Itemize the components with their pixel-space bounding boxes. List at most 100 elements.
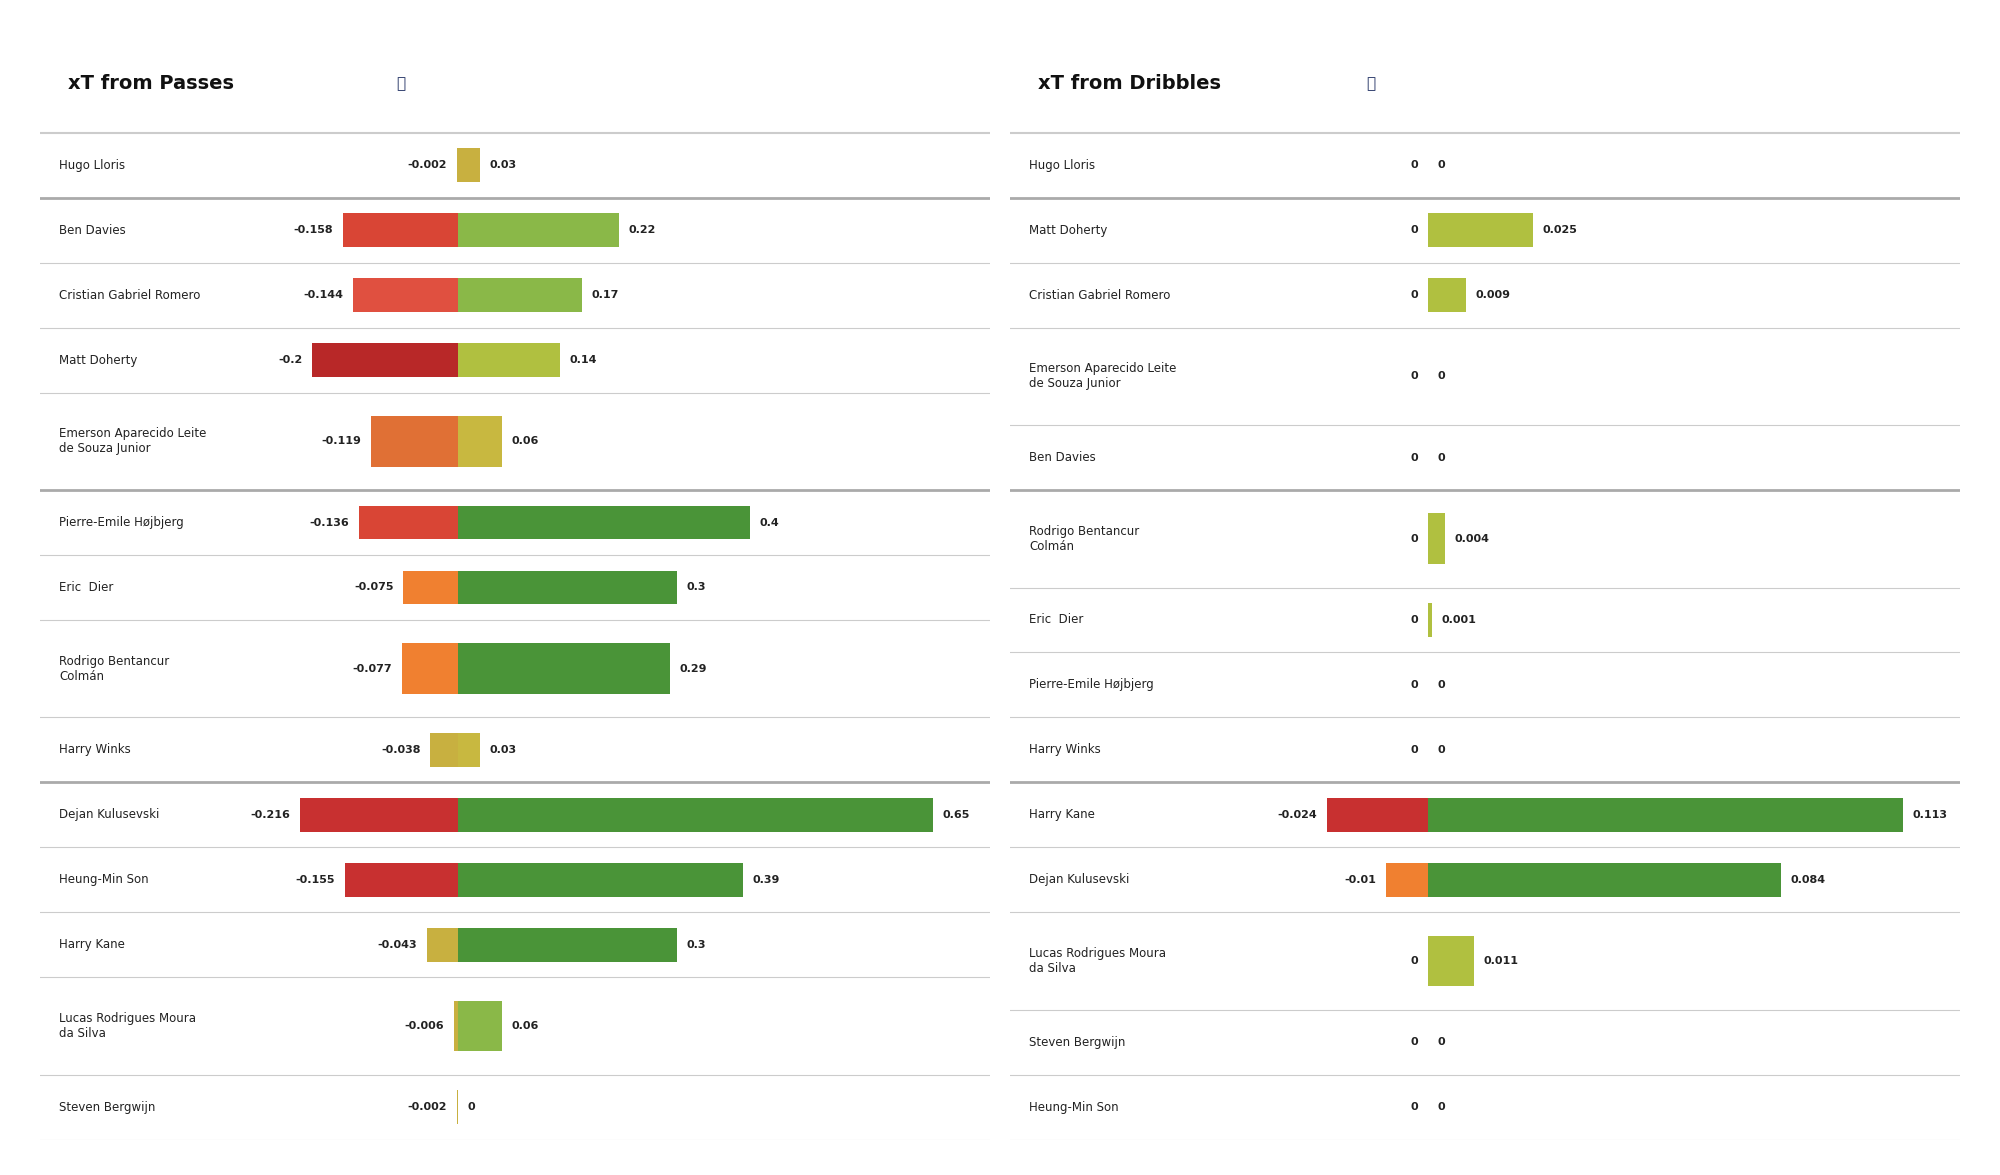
Text: -0.158: -0.158: [294, 226, 334, 235]
Bar: [1428, 935, 1474, 987]
Text: 0: 0: [1438, 680, 1446, 690]
Text: Rodrigo Bentancur
Colmán: Rodrigo Bentancur Colmán: [1028, 525, 1140, 552]
Text: -0.006: -0.006: [404, 1021, 444, 1030]
Bar: [458, 798, 932, 832]
Text: -0.024: -0.024: [1278, 810, 1318, 820]
Text: 0: 0: [1410, 615, 1418, 625]
Bar: [352, 278, 458, 313]
Text: Eric  Dier: Eric Dier: [1028, 613, 1084, 626]
Text: Hugo Lloris: Hugo Lloris: [60, 159, 126, 172]
Bar: [300, 798, 458, 832]
Text: 0.39: 0.39: [752, 875, 780, 885]
Text: Harry Winks: Harry Winks: [1028, 744, 1100, 757]
Bar: [372, 416, 458, 466]
Bar: [1428, 862, 1782, 897]
Bar: [342, 214, 458, 247]
Text: 0.06: 0.06: [512, 1021, 538, 1030]
Bar: [1428, 214, 1534, 247]
Text: Heung-Min Son: Heung-Min Son: [60, 873, 148, 886]
Text: -0.136: -0.136: [310, 517, 350, 528]
Text: Emerson Aparecido Leite
de Souza Junior: Emerson Aparecido Leite de Souza Junior: [60, 428, 206, 456]
Text: -0.119: -0.119: [322, 436, 362, 446]
Bar: [426, 928, 458, 961]
Text: 0.3: 0.3: [686, 940, 706, 949]
Bar: [458, 148, 480, 182]
Text: Matt Doherty: Matt Doherty: [1028, 223, 1108, 236]
Text: 0.3: 0.3: [686, 583, 706, 592]
Bar: [1428, 603, 1432, 637]
Bar: [458, 928, 678, 961]
Text: 0.084: 0.084: [1790, 875, 1826, 885]
Text: 0.113: 0.113: [1912, 810, 1948, 820]
Text: Hugo Lloris: Hugo Lloris: [1028, 159, 1096, 172]
Text: Dejan Kulusevski: Dejan Kulusevski: [60, 808, 160, 821]
Text: xT from Dribbles: xT from Dribbles: [1038, 74, 1222, 94]
Text: Lucas Rodrigues Moura
da Silva: Lucas Rodrigues Moura da Silva: [1028, 947, 1166, 975]
Bar: [458, 214, 618, 247]
Text: -0.002: -0.002: [408, 160, 448, 170]
Bar: [1428, 798, 1904, 832]
Text: 0.17: 0.17: [592, 290, 620, 300]
Text: 0: 0: [1410, 371, 1418, 382]
Text: 0: 0: [1410, 290, 1418, 300]
Text: -0.01: -0.01: [1344, 875, 1376, 885]
Bar: [1328, 798, 1428, 832]
Text: Pierre-Emile Højbjerg: Pierre-Emile Højbjerg: [60, 516, 184, 529]
Bar: [458, 733, 480, 767]
Text: ⚽: ⚽: [396, 76, 406, 92]
Text: 0.14: 0.14: [570, 355, 598, 365]
Bar: [430, 733, 458, 767]
Text: 0: 0: [1438, 1038, 1446, 1047]
Text: 0: 0: [1438, 452, 1446, 463]
Text: -0.038: -0.038: [382, 745, 420, 754]
Bar: [344, 862, 458, 897]
Text: 0: 0: [1438, 371, 1446, 382]
Text: 0: 0: [1410, 226, 1418, 235]
Text: 0.65: 0.65: [942, 810, 970, 820]
Text: Harry Kane: Harry Kane: [60, 939, 124, 952]
Bar: [402, 644, 458, 694]
Text: 0.03: 0.03: [490, 745, 516, 754]
Text: Ben Davies: Ben Davies: [60, 223, 126, 236]
Text: Emerson Aparecido Leite
de Souza Junior: Emerson Aparecido Leite de Souza Junior: [1028, 362, 1176, 390]
Text: -0.002: -0.002: [408, 1102, 448, 1113]
Text: ⚽: ⚽: [1366, 76, 1376, 92]
Bar: [458, 505, 750, 539]
Text: 0.22: 0.22: [628, 226, 656, 235]
Text: 0.011: 0.011: [1484, 956, 1518, 966]
Text: Heung-Min Son: Heung-Min Son: [1028, 1101, 1118, 1114]
Text: Steven Bergwijn: Steven Bergwijn: [1028, 1036, 1126, 1049]
Bar: [312, 343, 458, 377]
Bar: [458, 1001, 502, 1052]
Text: -0.2: -0.2: [278, 355, 302, 365]
Text: 0: 0: [1438, 1102, 1446, 1113]
Text: 0: 0: [1410, 160, 1418, 170]
Text: Cristian Gabriel Romero: Cristian Gabriel Romero: [1028, 289, 1170, 302]
Text: 0.06: 0.06: [512, 436, 538, 446]
Text: -0.075: -0.075: [354, 583, 394, 592]
Text: xT from Passes: xT from Passes: [68, 74, 234, 94]
Text: Lucas Rodrigues Moura
da Silva: Lucas Rodrigues Moura da Silva: [60, 1012, 196, 1040]
Text: Rodrigo Bentancur
Colmán: Rodrigo Bentancur Colmán: [60, 654, 170, 683]
Text: Harry Winks: Harry Winks: [60, 744, 130, 757]
Text: 0.009: 0.009: [1476, 290, 1510, 300]
Bar: [358, 505, 458, 539]
Bar: [1428, 513, 1444, 564]
Text: 0: 0: [1438, 160, 1446, 170]
Text: 0.004: 0.004: [1454, 533, 1490, 544]
Text: 0.4: 0.4: [760, 517, 780, 528]
Text: 0: 0: [1410, 956, 1418, 966]
Text: 0: 0: [1410, 452, 1418, 463]
Text: 0.001: 0.001: [1442, 615, 1476, 625]
Bar: [1386, 862, 1428, 897]
Text: 0: 0: [1410, 680, 1418, 690]
Text: Pierre-Emile Højbjerg: Pierre-Emile Højbjerg: [1028, 678, 1154, 691]
Text: -0.144: -0.144: [304, 290, 344, 300]
Text: Steven Bergwijn: Steven Bergwijn: [60, 1101, 156, 1114]
Text: -0.043: -0.043: [378, 940, 418, 949]
Text: 0: 0: [468, 1102, 476, 1113]
Text: 0: 0: [1410, 533, 1418, 544]
Bar: [458, 278, 582, 313]
Text: -0.155: -0.155: [296, 875, 336, 885]
Bar: [458, 644, 670, 694]
